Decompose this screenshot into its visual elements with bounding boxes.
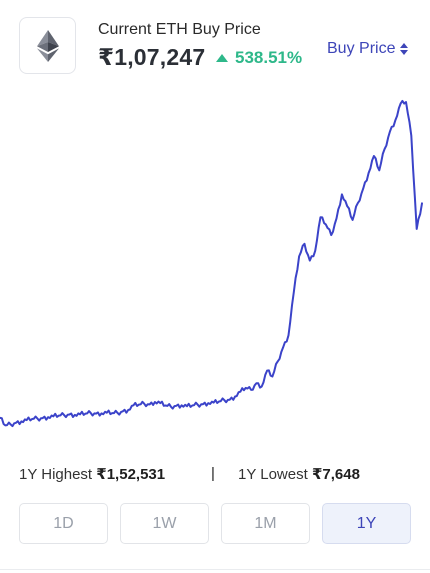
price-chart [0,99,423,428]
time-range-selector: 1D 1W 1M 1Y [19,503,412,545]
eth-logo-box [19,17,76,74]
page-title: Current ETH Buy Price [98,21,261,38]
price-change-value: 538.51% [235,48,303,67]
range-1m-button[interactable]: 1M [221,503,310,544]
price-header: Current ETH Buy Price ₹1,07,247 538.51% … [0,0,430,90]
highest-label: 1Y Highest [19,466,93,483]
ethereum-icon [36,29,59,62]
price-change: 538.51% [216,48,302,68]
bottom-divider [0,569,430,573]
lowest-stat: 1Y Lowest ₹7,648 [238,465,360,483]
stats-separator: | [211,465,215,482]
highest-stat: 1Y Highest ₹1,52,531 [19,465,165,483]
range-1y-button[interactable]: 1Y [322,503,411,544]
range-stats: 1Y Highest ₹1,52,531 | 1Y Lowest ₹7,648 [19,465,419,485]
price-type-select[interactable]: Buy Price [327,40,409,58]
range-1w-button[interactable]: 1W [120,503,209,544]
price-series-line [0,99,423,428]
current-price: ₹1,07,247 [98,44,206,70]
lowest-value: ₹7,648 [311,466,360,483]
range-1d-button[interactable]: 1D [19,503,108,544]
price-type-label: Buy Price [327,40,396,57]
triangle-up-icon [216,54,228,62]
lowest-label: 1Y Lowest [238,466,308,483]
highest-value: ₹1,52,531 [96,466,166,483]
sort-arrows-icon [400,43,409,55]
